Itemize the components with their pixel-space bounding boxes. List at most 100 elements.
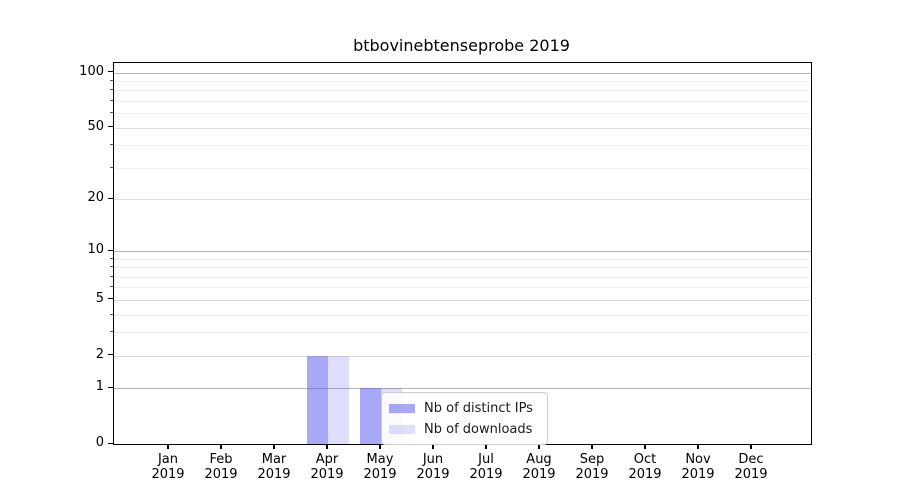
y-tick-label: 10 bbox=[87, 242, 104, 257]
legend-entry: Nb of distinct IPs bbox=[389, 399, 539, 417]
gridline-minor bbox=[114, 276, 811, 278]
x-tick-year: 2019 bbox=[522, 467, 556, 482]
y-tick-mark bbox=[108, 298, 113, 300]
y-tick-mark bbox=[108, 71, 113, 73]
y-minor-tick-mark bbox=[110, 331, 113, 333]
gridline-major bbox=[114, 355, 811, 357]
x-tick-month: Sep bbox=[579, 452, 605, 467]
gridline-minor bbox=[114, 145, 811, 147]
x-tick-year: 2019 bbox=[204, 467, 238, 482]
x-tick-month: Jun bbox=[422, 452, 444, 467]
x-tick-year: 2019 bbox=[469, 467, 503, 482]
gridline-minor bbox=[114, 267, 811, 269]
gridline-minor bbox=[114, 101, 811, 102]
legend-swatch bbox=[389, 403, 415, 413]
y-tick-label: 0 bbox=[95, 435, 104, 450]
x-tick-month: Jan bbox=[157, 452, 179, 467]
y-tick-mark bbox=[108, 249, 113, 251]
x-tick-year: 2019 bbox=[363, 467, 397, 482]
x-tick-label: Dec 2019 bbox=[723, 452, 779, 482]
legend: Nb of distinct IPs Nb of downloads bbox=[381, 392, 548, 445]
x-tick-label: Jun 2019 bbox=[405, 452, 461, 482]
x-tick-month: Jul bbox=[478, 452, 494, 467]
x-tick-year: 2019 bbox=[310, 467, 344, 482]
gridline-minor bbox=[114, 258, 811, 260]
x-tick-mark bbox=[432, 444, 434, 449]
legend-swatch bbox=[389, 424, 415, 434]
x-tick-mark bbox=[167, 444, 169, 449]
x-tick-year: 2019 bbox=[257, 467, 291, 482]
x-tick-label: Apr 2019 bbox=[299, 452, 355, 482]
x-tick-mark bbox=[644, 444, 646, 449]
x-tick-year: 2019 bbox=[628, 467, 662, 482]
x-tick-label: Sep 2019 bbox=[564, 452, 620, 482]
gridline-minor bbox=[114, 113, 811, 115]
x-tick-label: Mar 2019 bbox=[246, 452, 302, 482]
plot-area bbox=[113, 62, 812, 445]
y-tick-mark bbox=[108, 197, 113, 199]
x-tick-label: May 2019 bbox=[352, 452, 408, 482]
y-minor-tick-mark bbox=[110, 275, 113, 277]
chart-title: btbovinebtenseprobe 2019 bbox=[353, 36, 570, 55]
x-tick-year: 2019 bbox=[416, 467, 450, 482]
x-tick-mark bbox=[379, 444, 381, 449]
x-tick-label: Jul 2019 bbox=[458, 452, 514, 482]
x-tick-label: Feb 2019 bbox=[193, 452, 249, 482]
y-minor-tick-mark bbox=[110, 286, 113, 288]
gridline-major bbox=[114, 72, 811, 74]
y-tick-mark bbox=[108, 386, 113, 388]
x-tick-month: Oct bbox=[633, 452, 657, 467]
y-minor-tick-mark bbox=[110, 89, 113, 91]
y-tick-mark bbox=[108, 354, 113, 356]
y-minor-tick-mark bbox=[110, 266, 113, 268]
x-tick-year: 2019 bbox=[151, 467, 185, 482]
x-tick-month: Apr bbox=[315, 452, 339, 467]
gridline-minor bbox=[114, 332, 811, 334]
x-tick-month: Feb bbox=[209, 452, 233, 467]
gridline-major bbox=[114, 127, 811, 129]
x-tick-mark bbox=[538, 444, 540, 449]
y-minor-tick-mark bbox=[110, 313, 113, 315]
y-minor-tick-mark bbox=[110, 166, 113, 168]
x-tick-year: 2019 bbox=[681, 467, 715, 482]
x-tick-month: May bbox=[366, 452, 394, 467]
bar-downloads bbox=[328, 355, 349, 444]
bar-distinct-ips bbox=[307, 355, 328, 444]
bar-distinct-ips bbox=[360, 388, 381, 444]
y-tick-mark bbox=[108, 442, 113, 444]
x-tick-year: 2019 bbox=[734, 467, 768, 482]
x-tick-mark bbox=[220, 444, 222, 449]
x-tick-mark bbox=[750, 444, 752, 449]
y-tick-mark bbox=[108, 126, 113, 128]
legend-label: Nb of distinct IPs bbox=[424, 400, 533, 416]
x-tick-year: 2019 bbox=[575, 467, 609, 482]
x-tick-mark bbox=[273, 444, 275, 449]
gridline-major bbox=[114, 251, 811, 252]
gridline-minor bbox=[114, 81, 811, 82]
x-tick-mark bbox=[697, 444, 699, 449]
gridline-major bbox=[114, 299, 811, 301]
x-tick-label: Oct 2019 bbox=[617, 452, 673, 482]
gridline-major bbox=[114, 199, 811, 200]
y-minor-tick-mark bbox=[110, 100, 113, 101]
y-tick-label: 2 bbox=[95, 346, 104, 362]
y-minor-tick-mark bbox=[110, 257, 113, 259]
legend-entry: Nb of downloads bbox=[389, 420, 539, 438]
y-tick-label: 50 bbox=[87, 118, 104, 134]
x-tick-month: Mar bbox=[261, 452, 287, 467]
x-tick-label: Jan 2019 bbox=[140, 452, 196, 482]
legend-label: Nb of downloads bbox=[424, 421, 533, 437]
x-tick-mark bbox=[591, 444, 593, 449]
y-minor-tick-mark bbox=[110, 80, 113, 81]
x-tick-month: Nov bbox=[685, 452, 711, 467]
gridline-major bbox=[114, 388, 811, 390]
gridline-minor bbox=[114, 287, 811, 289]
x-tick-mark bbox=[485, 444, 487, 449]
gridline-minor bbox=[114, 90, 811, 92]
y-minor-tick-mark bbox=[110, 144, 113, 146]
gridline-minor bbox=[114, 167, 811, 169]
y-tick-label: 20 bbox=[87, 190, 104, 205]
x-tick-label: Aug 2019 bbox=[511, 452, 567, 482]
y-tick-label: 100 bbox=[79, 63, 104, 79]
x-tick-month: Dec bbox=[738, 452, 764, 467]
